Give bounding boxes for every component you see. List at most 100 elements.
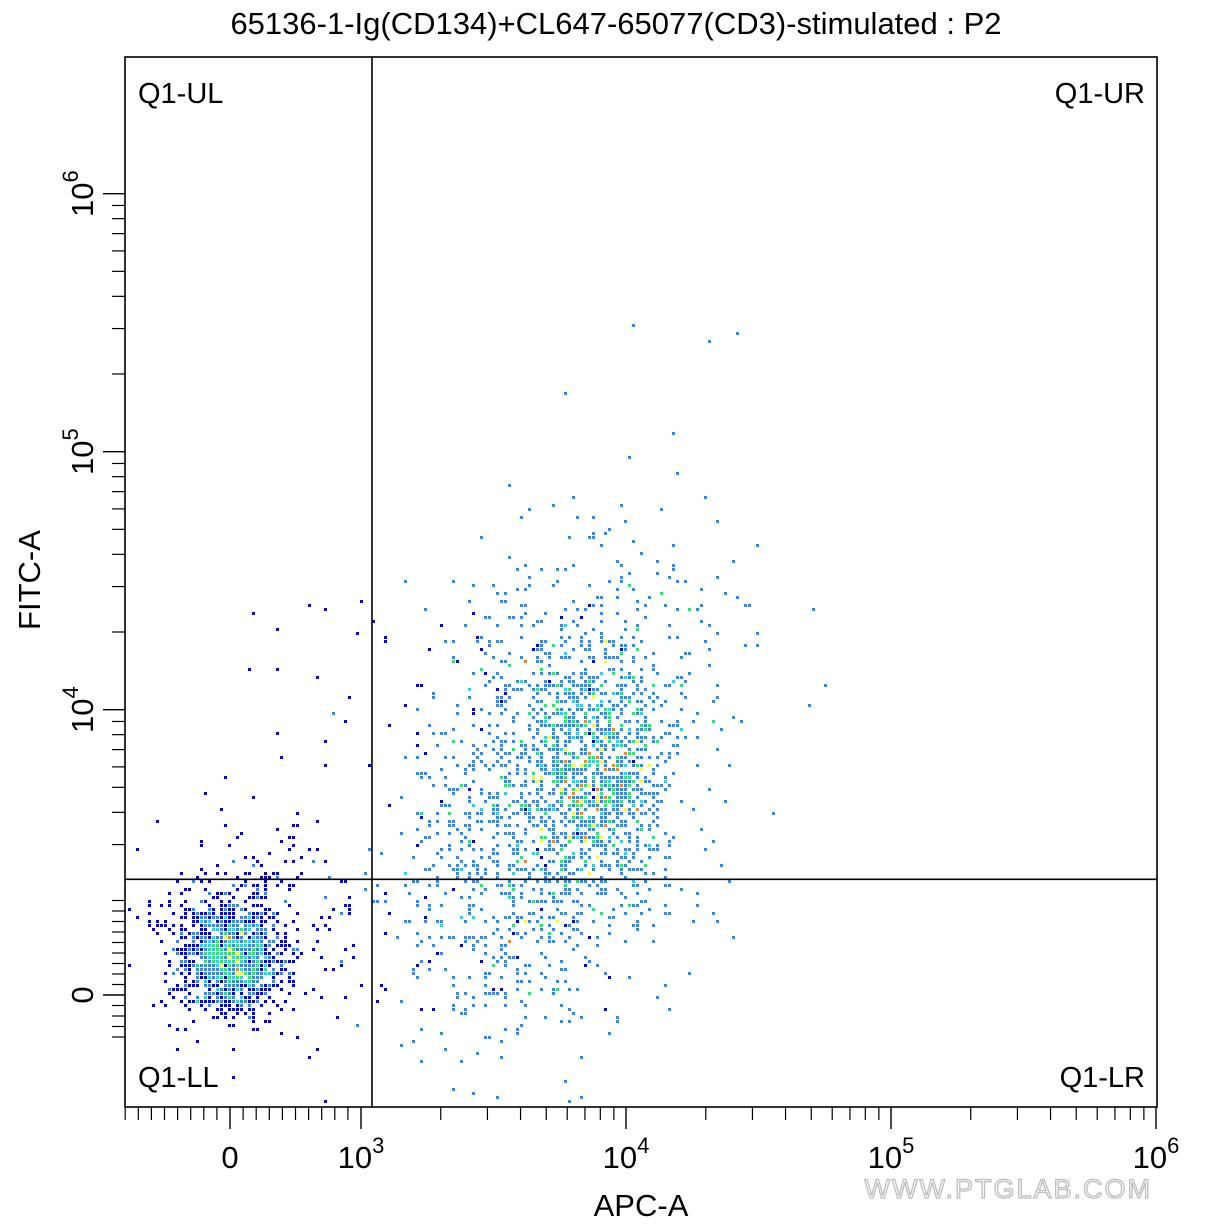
event-dot [256,860,259,863]
event-dot [292,860,295,863]
event-dot [608,708,611,711]
event-dot [580,868,583,871]
event-dot [228,936,231,939]
event-dot [564,732,567,735]
event-dot [656,808,659,811]
event-dot [460,1060,463,1063]
event-dot [236,932,239,935]
event-dot [604,532,607,535]
event-dot [320,996,323,999]
event-dot [276,732,279,735]
event-dot [208,924,211,927]
event-dot [240,920,243,923]
event-dot [552,876,555,879]
event-dot [500,740,503,743]
event-dot [640,768,643,771]
event-dot [284,948,287,951]
event-dot [316,1048,319,1051]
event-dot [664,760,667,763]
event-dot [492,764,495,767]
event-dot [504,784,507,787]
event-dot [548,916,551,919]
event-dot [564,968,567,971]
event-dot [564,760,567,763]
event-dot [656,740,659,743]
event-dot [508,940,511,943]
event-dot [504,996,507,999]
event-dot [568,872,571,875]
event-dot [604,804,607,807]
event-dot [168,904,171,907]
event-dot [216,992,219,995]
event-dot [656,672,659,675]
event-dot [208,956,211,959]
event-dot [260,916,263,919]
event-dot [608,668,611,671]
event-dot [484,976,487,979]
event-dot [604,852,607,855]
event-dot [688,608,691,611]
event-dot [268,956,271,959]
event-dot [420,776,423,779]
event-dot [612,832,615,835]
event-dot [196,1040,199,1043]
event-dot [136,848,139,851]
event-dot [472,724,475,727]
event-dot [560,760,563,763]
event-dot [696,892,699,895]
event-dot [620,780,623,783]
event-dot [156,920,159,923]
event-dot [496,736,499,739]
event-dot [544,836,547,839]
event-dot [548,716,551,719]
event-dot [756,644,759,647]
event-dot [632,788,635,791]
event-dot [216,988,219,991]
event-dot [652,772,655,775]
event-dot [608,788,611,791]
event-dot [556,908,559,911]
event-dot [604,692,607,695]
event-dot [292,984,295,987]
event-dot [648,792,651,795]
event-dot [272,872,275,875]
event-dot [588,856,591,859]
event-dot [604,972,607,975]
event-dot [212,912,215,915]
event-dot [616,764,619,767]
event-dot [564,652,567,655]
event-dot [576,880,579,883]
event-dot [432,944,435,947]
event-dot [232,968,235,971]
event-dot [216,996,219,999]
event-dot [552,820,555,823]
event-dot [324,924,327,927]
event-dot [536,684,539,687]
event-dot [668,636,671,639]
event-dot [456,876,459,879]
event-dot [512,912,515,915]
event-dot [472,804,475,807]
event-dot [236,888,239,891]
event-dot [204,912,207,915]
event-dot [496,796,499,799]
event-dot [248,964,251,967]
event-dot [564,868,567,871]
event-dot [252,1008,255,1011]
event-dot [208,960,211,963]
event-dot [584,820,587,823]
event-dot [228,904,231,907]
event-dot [232,884,235,887]
event-dot [308,604,311,607]
event-dot [488,768,491,771]
event-dot [576,828,579,831]
event-dot [472,1092,475,1095]
event-dot [652,872,655,875]
event-dot [216,936,219,939]
event-dot [624,520,627,523]
event-dot [188,952,191,955]
event-dot [192,924,195,927]
event-dot [508,956,511,959]
event-dot [596,884,599,887]
event-dot [568,804,571,807]
